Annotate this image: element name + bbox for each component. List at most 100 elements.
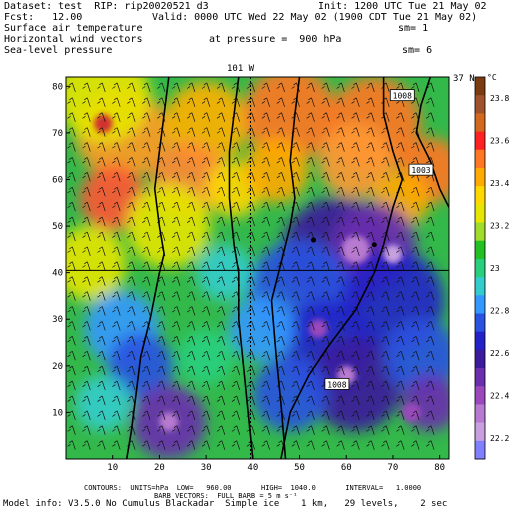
wind-barb — [67, 395, 76, 406]
wind-barb — [171, 276, 181, 286]
colorbar-swatch — [475, 295, 485, 314]
wind-barb — [127, 231, 136, 242]
wind-barb — [142, 246, 151, 256]
wind-barb — [201, 216, 211, 227]
wind-barb — [142, 231, 151, 242]
wind-barb — [276, 336, 285, 346]
wind-barb — [351, 127, 360, 137]
wind-barb — [127, 350, 136, 361]
wind-barb — [381, 321, 390, 331]
colorbar-swatch — [475, 95, 485, 114]
pressure-contour-line — [125, 77, 170, 459]
wind-barb — [142, 261, 151, 271]
wind-barb — [381, 142, 390, 152]
wind-barb — [67, 380, 76, 391]
wind-barb — [97, 440, 106, 450]
wind-barb — [171, 246, 181, 256]
wind-barb — [321, 97, 330, 107]
wind-barb — [186, 157, 196, 167]
wind-barb — [216, 82, 226, 93]
wind-barb — [186, 365, 196, 376]
wind-barb — [366, 350, 375, 361]
wind-barb — [411, 410, 420, 420]
wind-barb — [231, 336, 241, 346]
init-time: Init: 1200 UTC Tue 21 May 02 — [318, 1, 487, 12]
y-tick-label: 80 — [52, 82, 63, 92]
wind-barb — [171, 306, 181, 316]
wind-barb — [157, 186, 166, 197]
y-tick-label: 10 — [52, 408, 63, 418]
wind-barb — [82, 321, 91, 331]
wind-barb — [366, 82, 375, 93]
y-tick-label: 40 — [52, 269, 63, 279]
wind-barb — [201, 395, 211, 406]
wind-barb — [142, 425, 151, 435]
x-tick-label: 60 — [341, 463, 352, 473]
wind-barb — [231, 395, 241, 406]
wind-barb — [201, 97, 211, 107]
wind-barb — [411, 186, 420, 197]
wind-barb — [97, 410, 106, 420]
wind-barb — [157, 306, 166, 316]
wind-barb — [381, 306, 390, 316]
wind-barb — [201, 186, 211, 197]
colorbar-label: 23.2 — [490, 222, 509, 231]
wind-barb — [127, 157, 136, 167]
wind-barb — [336, 127, 345, 137]
wind-barb — [231, 142, 241, 152]
wind-barb — [97, 82, 106, 93]
wind-barb — [411, 291, 420, 301]
temperature-blob — [178, 328, 235, 385]
wind-barb — [142, 112, 151, 122]
wind-barb — [97, 306, 106, 316]
wind-barb — [127, 172, 136, 182]
wind-barb — [426, 336, 435, 346]
wind-barb — [246, 142, 256, 152]
wind-barb — [216, 261, 226, 271]
wind-barb — [261, 321, 270, 331]
wind-barb — [321, 365, 330, 376]
wind-barb — [351, 321, 360, 331]
wind-barb — [201, 261, 211, 271]
wind-barb — [336, 142, 345, 152]
wind-barb — [261, 395, 270, 406]
wind-barb — [426, 306, 435, 316]
wind-barb — [112, 336, 121, 346]
wind-barb — [336, 425, 345, 435]
wind-barb — [246, 82, 256, 93]
wind-barb — [112, 172, 121, 182]
wind-barb — [216, 231, 226, 242]
colorbar-swatch — [475, 404, 485, 424]
wind-barb — [306, 276, 315, 286]
wind-barb — [246, 201, 256, 212]
wind-barb — [366, 425, 375, 435]
wind-barb — [291, 157, 300, 167]
wind-barb — [306, 82, 315, 93]
wind-barb — [366, 112, 375, 122]
wind-barb — [306, 201, 315, 212]
wind-barb — [82, 380, 91, 391]
wind-barb — [112, 395, 121, 406]
contour-label-box — [389, 89, 415, 102]
wind-barb — [216, 276, 226, 286]
wind-barb — [411, 380, 420, 391]
wind-barb — [366, 127, 375, 137]
wind-barb — [261, 216, 270, 227]
wind-barb — [186, 127, 196, 137]
wind-barb — [246, 306, 256, 316]
wind-barb — [276, 231, 285, 242]
wind-barb — [426, 142, 435, 152]
colorbar-swatch — [475, 349, 485, 369]
wind-barb — [276, 276, 285, 286]
wind-barb — [97, 380, 106, 391]
wind-barb — [127, 127, 136, 137]
wind-barb — [426, 350, 435, 361]
wind-barb — [186, 112, 196, 122]
wind-barb — [396, 395, 405, 406]
wind-barb — [171, 291, 181, 301]
wind-barb — [321, 336, 330, 346]
wind-barb — [276, 142, 285, 152]
wind-barb — [112, 440, 121, 450]
wind-barb — [381, 201, 390, 212]
wind-barb — [336, 410, 345, 420]
